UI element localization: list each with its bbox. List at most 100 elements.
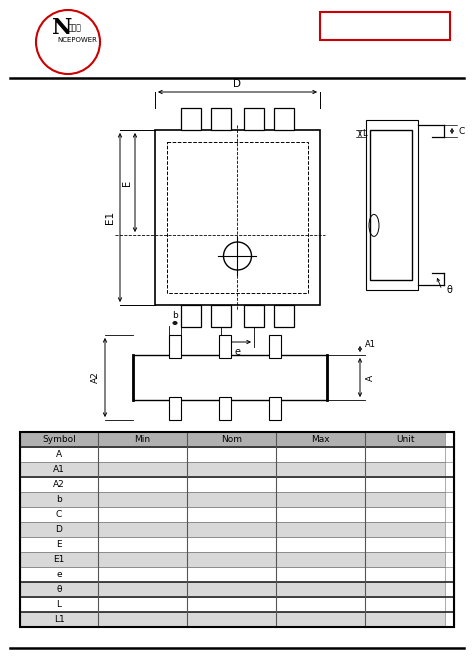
Bar xyxy=(276,582,365,597)
Text: A: A xyxy=(365,374,374,380)
Bar xyxy=(211,108,231,130)
Bar xyxy=(244,108,264,130)
Bar xyxy=(276,612,365,627)
Text: θ: θ xyxy=(447,285,453,295)
Text: Nom: Nom xyxy=(221,435,242,444)
Bar xyxy=(98,462,187,477)
Bar xyxy=(276,522,365,537)
Text: b: b xyxy=(172,311,178,319)
Bar xyxy=(98,447,187,462)
Text: C: C xyxy=(56,510,62,519)
Bar xyxy=(273,108,294,130)
Text: Min: Min xyxy=(135,435,151,444)
Bar xyxy=(269,397,281,420)
Text: E1: E1 xyxy=(105,211,115,224)
Bar xyxy=(98,552,187,567)
Bar xyxy=(276,492,365,507)
Bar xyxy=(20,432,98,447)
Bar xyxy=(187,522,276,537)
Bar xyxy=(187,597,276,612)
Bar xyxy=(167,142,308,293)
Bar xyxy=(365,462,445,477)
Bar xyxy=(273,305,294,327)
Text: A: A xyxy=(56,450,62,459)
Bar xyxy=(244,305,264,327)
Bar xyxy=(269,335,281,358)
Bar xyxy=(187,447,276,462)
Text: A1: A1 xyxy=(53,465,65,474)
Bar xyxy=(155,130,320,305)
Text: N: N xyxy=(52,17,73,39)
Bar xyxy=(98,432,187,447)
Bar xyxy=(98,522,187,537)
Bar xyxy=(365,477,445,492)
Bar xyxy=(169,335,181,358)
Bar xyxy=(181,305,201,327)
Bar xyxy=(365,537,445,552)
Bar xyxy=(276,567,365,582)
Bar xyxy=(370,130,412,280)
Text: A2: A2 xyxy=(91,372,100,383)
Bar xyxy=(365,432,445,447)
Bar xyxy=(365,492,445,507)
Bar xyxy=(98,582,187,597)
Bar xyxy=(20,447,98,462)
Text: L: L xyxy=(56,600,62,609)
Bar xyxy=(187,492,276,507)
Bar xyxy=(365,552,445,567)
Bar xyxy=(98,507,187,522)
Bar xyxy=(365,522,445,537)
Text: b: b xyxy=(56,495,62,504)
Bar xyxy=(20,432,454,627)
Bar xyxy=(187,612,276,627)
Bar xyxy=(20,477,98,492)
Bar xyxy=(187,537,276,552)
Text: e: e xyxy=(235,347,240,357)
Text: NCEPOWER: NCEPOWER xyxy=(57,37,97,43)
Bar xyxy=(98,567,187,582)
Text: A2: A2 xyxy=(53,480,65,489)
Text: E1: E1 xyxy=(54,555,65,564)
Text: L: L xyxy=(362,129,366,138)
Bar xyxy=(98,597,187,612)
Text: D: D xyxy=(55,525,63,534)
Bar xyxy=(169,397,181,420)
Text: 新功率: 新功率 xyxy=(68,23,82,32)
Bar xyxy=(181,108,201,130)
Bar xyxy=(187,552,276,567)
Text: Unit: Unit xyxy=(396,435,414,444)
Text: A1: A1 xyxy=(365,340,375,349)
Bar xyxy=(276,507,365,522)
Bar xyxy=(20,582,98,597)
Bar xyxy=(187,582,276,597)
Bar xyxy=(276,552,365,567)
Bar xyxy=(20,462,98,477)
Bar xyxy=(276,432,365,447)
Bar xyxy=(20,567,98,582)
Bar xyxy=(276,477,365,492)
Bar xyxy=(366,120,418,290)
Bar xyxy=(98,537,187,552)
Bar xyxy=(20,507,98,522)
Bar xyxy=(20,552,98,567)
Bar xyxy=(276,597,365,612)
Bar xyxy=(20,597,98,612)
Bar xyxy=(219,335,231,358)
Bar xyxy=(365,447,445,462)
Bar xyxy=(211,305,231,327)
Bar xyxy=(20,612,98,627)
Text: E: E xyxy=(56,540,62,549)
Bar xyxy=(20,522,98,537)
Text: L1: L1 xyxy=(54,615,64,624)
Bar xyxy=(365,582,445,597)
Text: C: C xyxy=(459,127,465,136)
Bar xyxy=(98,612,187,627)
Bar xyxy=(365,612,445,627)
Text: E: E xyxy=(122,179,132,186)
Text: D: D xyxy=(234,79,241,89)
Bar xyxy=(98,477,187,492)
Bar xyxy=(187,432,276,447)
Bar xyxy=(187,567,276,582)
Bar xyxy=(187,462,276,477)
Bar xyxy=(276,462,365,477)
